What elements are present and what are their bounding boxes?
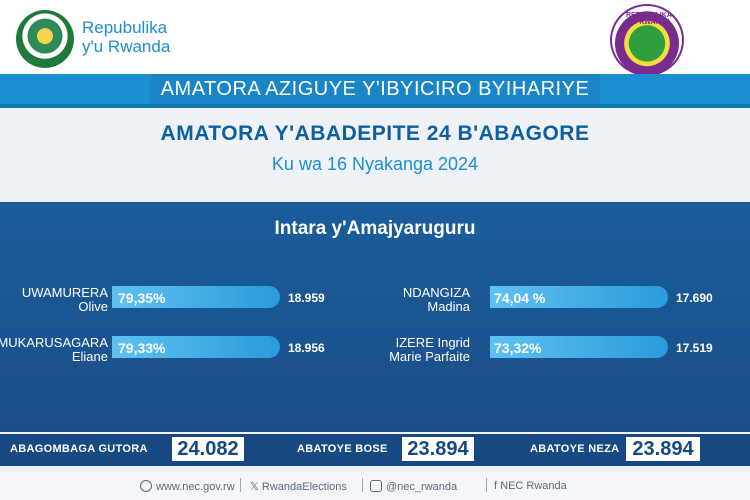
results-panel	[0, 202, 750, 432]
registered-voters-label: ABAGOMBAGA GUTORA	[10, 443, 148, 455]
brand-line1: Repubulika	[82, 18, 168, 37]
header: Repubulika y'u Rwanda REPUBULIKA Y'U RWA…	[0, 0, 750, 80]
page-title: AMATORA Y'ABADEPITE 24 B'ABAGORE	[160, 122, 590, 145]
social-handle-text: @nec_rwanda	[386, 481, 458, 493]
result-percent: 73,32%	[494, 340, 542, 356]
totals-bar	[0, 434, 750, 466]
rwanda-emblem-icon	[16, 10, 74, 68]
candidate-firstname: Eliane	[71, 349, 108, 364]
registered-voters-value: 24.082	[172, 437, 244, 461]
globe-icon	[140, 480, 152, 492]
nec-logo-text: REPUBULIKA Y'U RWANDA	[626, 12, 672, 26]
footer-divider	[486, 478, 487, 492]
candidate-name: UWAMURERA Olive	[0, 286, 108, 314]
candidate-firstname: Marie Parfaite	[389, 349, 470, 364]
candidate-name: NDANGIZA Madina	[340, 286, 470, 314]
result-bar	[112, 286, 280, 308]
result-votes: 17.690	[676, 291, 713, 305]
result-bar	[490, 286, 668, 308]
result-percent: 74,04 %	[494, 290, 546, 306]
result-percent: 79,35%	[118, 290, 166, 306]
x-link[interactable]: 𝕏 RwandaElections	[250, 480, 347, 493]
candidate-surname: IZERE Ingrid	[395, 335, 470, 350]
result-votes: 18.956	[288, 341, 325, 355]
candidate-name: MUKARUSAGARA Eliane	[0, 336, 108, 364]
brand-name: Repubulika y'u Rwanda	[82, 18, 170, 56]
valid-votes-label: ABATOYE NEZA	[530, 443, 620, 455]
footer-divider	[240, 478, 241, 492]
candidate-firstname: Madina	[427, 299, 470, 314]
candidate-surname: UWAMURERA	[21, 285, 108, 300]
facebook-text: NEC Rwanda	[500, 480, 567, 492]
result-bar	[112, 336, 280, 358]
candidate-name: IZERE Ingrid Marie Parfaite	[340, 336, 470, 364]
result-votes: 18.959	[288, 291, 325, 305]
candidate-firstname: Olive	[78, 299, 108, 314]
facebook-link[interactable]: f NEC Rwanda	[494, 480, 567, 492]
social-link[interactable]: @nec_rwanda	[370, 480, 457, 493]
result-bar	[490, 336, 668, 358]
total-voted-label: ABATOYE BOSE	[297, 443, 388, 455]
election-date: Ku wa 16 Nyakanga 2024	[271, 154, 479, 174]
x-handle-text: RwandaElections	[261, 481, 347, 493]
nec-logo-icon: REPUBULIKA Y'U RWANDA	[610, 4, 684, 76]
instagram-icon	[370, 480, 382, 492]
result-percent: 79,33%	[118, 340, 166, 356]
ribbon-divider	[0, 104, 750, 108]
x-icon: 𝕏	[250, 481, 262, 493]
total-voted-value: 23.894	[402, 437, 474, 461]
footer-divider	[362, 478, 363, 492]
facebook-icon: f	[494, 480, 501, 492]
footer: www.nec.gov.rw 𝕏 RwandaElections @nec_rw…	[0, 472, 750, 500]
region-title: Intara y'Amajyaruguru	[274, 218, 476, 239]
brand-line2: y'u Rwanda	[82, 37, 171, 56]
website-link[interactable]: www.nec.gov.rw	[140, 480, 235, 493]
candidate-surname: MUKARUSAGARA	[0, 335, 108, 350]
ribbon-title: AMATORA AZIGUYE Y'IBYICIRO BYIHARIYE	[150, 74, 600, 104]
website-text: www.nec.gov.rw	[156, 481, 235, 493]
result-votes: 17.519	[676, 341, 713, 355]
valid-votes-value: 23.894	[626, 437, 700, 461]
candidate-surname: NDANGIZA	[402, 285, 470, 300]
